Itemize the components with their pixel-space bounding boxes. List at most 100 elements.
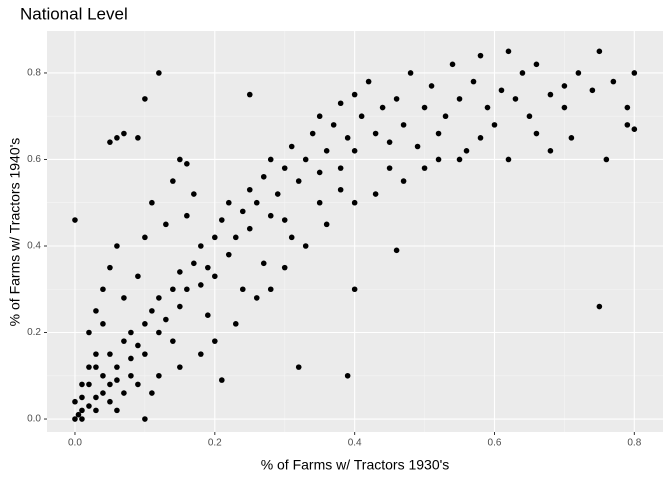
point bbox=[428, 83, 435, 89]
point bbox=[72, 416, 78, 422]
point bbox=[177, 269, 183, 275]
point bbox=[232, 234, 239, 241]
point bbox=[198, 351, 204, 357]
x-axis-label: % of Farms w/ Tractors 1930's bbox=[261, 457, 450, 473]
point bbox=[225, 251, 232, 258]
point bbox=[79, 381, 85, 388]
point bbox=[170, 338, 176, 344]
point bbox=[575, 70, 582, 76]
point bbox=[624, 122, 631, 128]
point bbox=[79, 394, 85, 401]
point bbox=[323, 221, 330, 228]
point bbox=[288, 143, 295, 150]
x-tick-label: 0.6 bbox=[488, 438, 502, 449]
point bbox=[337, 100, 344, 107]
point bbox=[86, 403, 92, 409]
point bbox=[86, 381, 92, 388]
point bbox=[267, 212, 274, 219]
point bbox=[421, 165, 428, 171]
point bbox=[219, 377, 225, 383]
point bbox=[477, 52, 484, 59]
point bbox=[449, 61, 456, 68]
point bbox=[435, 156, 442, 163]
point bbox=[246, 186, 253, 193]
point bbox=[253, 295, 260, 301]
point bbox=[135, 273, 141, 280]
point bbox=[163, 221, 169, 228]
point bbox=[386, 165, 393, 171]
point bbox=[149, 308, 155, 314]
point bbox=[260, 173, 267, 180]
point bbox=[421, 104, 428, 111]
point bbox=[100, 390, 106, 396]
point bbox=[184, 212, 190, 219]
point bbox=[372, 130, 379, 137]
point bbox=[135, 342, 141, 349]
point bbox=[351, 148, 358, 154]
point bbox=[205, 264, 211, 271]
point bbox=[386, 139, 393, 145]
y-axis-label: % of Farms w/ Tractors 1940's bbox=[7, 138, 23, 327]
point bbox=[561, 83, 568, 89]
point bbox=[79, 407, 85, 414]
point bbox=[400, 178, 407, 184]
point bbox=[100, 321, 106, 327]
point bbox=[596, 48, 603, 55]
point bbox=[288, 234, 295, 241]
point bbox=[107, 351, 113, 357]
point bbox=[547, 148, 554, 154]
point bbox=[337, 186, 344, 193]
point bbox=[128, 372, 134, 379]
point bbox=[156, 372, 162, 379]
point bbox=[232, 321, 239, 327]
point bbox=[149, 199, 155, 206]
point bbox=[135, 381, 141, 388]
point bbox=[561, 104, 568, 111]
point bbox=[114, 135, 120, 141]
point bbox=[79, 416, 85, 422]
point bbox=[170, 286, 176, 293]
point bbox=[351, 199, 358, 206]
point bbox=[107, 139, 113, 145]
point bbox=[484, 104, 491, 111]
point bbox=[295, 178, 302, 184]
point bbox=[184, 286, 190, 293]
point bbox=[86, 364, 92, 370]
point bbox=[547, 91, 554, 98]
point bbox=[610, 78, 617, 85]
point bbox=[393, 247, 400, 254]
point bbox=[631, 70, 638, 76]
point bbox=[191, 191, 197, 197]
point bbox=[309, 130, 316, 137]
point bbox=[519, 70, 526, 76]
grid bbox=[47, 31, 663, 432]
point bbox=[142, 234, 148, 241]
point bbox=[372, 191, 379, 197]
point bbox=[246, 225, 253, 232]
point bbox=[505, 156, 512, 163]
point bbox=[267, 286, 274, 293]
point bbox=[323, 148, 330, 154]
x-tick-label: 0.0 bbox=[68, 438, 82, 449]
point bbox=[274, 191, 281, 197]
point bbox=[407, 70, 414, 76]
point bbox=[205, 312, 211, 319]
point bbox=[128, 329, 134, 336]
point bbox=[142, 416, 148, 422]
points bbox=[72, 48, 638, 422]
point bbox=[93, 394, 99, 401]
point bbox=[198, 282, 204, 288]
point bbox=[253, 199, 260, 206]
point bbox=[107, 381, 113, 388]
point bbox=[212, 338, 218, 344]
point bbox=[246, 91, 253, 98]
point bbox=[225, 199, 232, 206]
point bbox=[114, 407, 120, 414]
point bbox=[75, 411, 82, 418]
point bbox=[114, 243, 120, 249]
point bbox=[442, 113, 449, 120]
x-tick-label: 0.4 bbox=[348, 438, 362, 449]
y-tick-label: 0.2 bbox=[27, 327, 41, 338]
